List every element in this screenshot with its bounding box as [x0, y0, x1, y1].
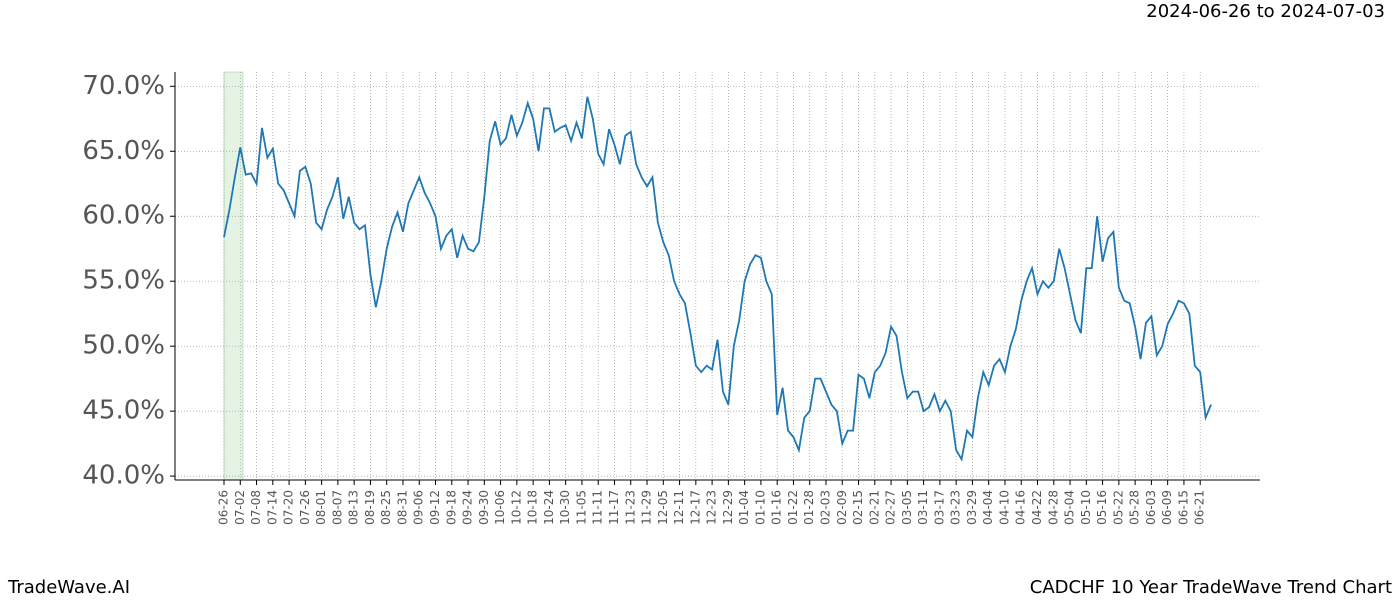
x-tick-label: 05-28	[1128, 490, 1142, 525]
x-tick-label: 01-16	[770, 490, 784, 525]
x-tick-label: 11-29	[640, 490, 654, 525]
x-tick-label: 02-27	[884, 490, 898, 525]
y-tick-label: 65.0%	[82, 136, 165, 166]
x-tick-label: 12-29	[721, 490, 735, 525]
x-tick-label: 05-16	[1095, 490, 1109, 525]
y-tick-label: 45.0%	[82, 396, 165, 426]
x-tick-label: 03-23	[949, 490, 963, 525]
x-tick-label: 09-24	[461, 490, 475, 525]
x-tick-label: 11-23	[623, 490, 637, 525]
x-tick-label: 02-03	[818, 490, 832, 525]
x-tick-label: 08-31	[395, 490, 409, 525]
x-tick-label: 06-15	[1176, 490, 1190, 525]
x-tick-label: 10-18	[526, 490, 540, 525]
x-tick-label: 05-10	[1079, 490, 1093, 525]
x-tick-label: 09-12	[428, 490, 442, 525]
x-tick-label: 09-18	[444, 490, 458, 525]
x-tick-label: 10-24	[542, 490, 556, 525]
x-tick-label: 02-15	[851, 490, 865, 525]
x-tick-label: 07-14	[265, 490, 279, 525]
x-tick-label: 02-09	[835, 490, 849, 525]
footer-right: CADCHF 10 Year TradeWave Trend Chart	[1030, 577, 1392, 598]
x-tick-label: 03-05	[900, 490, 914, 525]
x-tick-label: 04-16	[1014, 490, 1028, 525]
x-tick-label: 03-29	[965, 490, 979, 525]
y-tick-label: 60.0%	[82, 201, 165, 231]
x-tick-label: 12-23	[705, 490, 719, 525]
x-tick-label: 01-28	[802, 490, 816, 525]
x-tick-label: 06-21	[1193, 490, 1207, 525]
x-tick-label: 08-25	[379, 490, 393, 525]
x-tick-label: 04-04	[981, 490, 995, 525]
x-tick-label: 07-02	[233, 490, 247, 525]
x-tick-label: 07-08	[249, 490, 263, 525]
x-tick-label: 03-17	[932, 490, 946, 525]
y-tick-label: 70.0%	[82, 71, 165, 101]
line-series	[223, 96, 1212, 462]
x-tick-label: 07-20	[282, 490, 296, 525]
x-tick-label: 10-06	[493, 490, 507, 525]
x-tick-label: 05-22	[1111, 490, 1125, 525]
x-tick-label: 04-22	[1030, 490, 1044, 525]
x-tick-label: 11-17	[607, 490, 621, 525]
x-tick-label: 08-19	[363, 490, 377, 525]
x-tick-label: 12-17	[688, 490, 702, 525]
x-tick-label: 12-11	[672, 490, 686, 525]
x-tick-label: 11-11	[591, 490, 605, 525]
chart-title: 2024-06-26 to 2024-07-03	[1146, 1, 1385, 22]
x-tick-label: 10-30	[558, 490, 572, 525]
x-tick-label: 02-21	[867, 490, 881, 525]
x-tick-label: 12-05	[656, 490, 670, 525]
y-tick-label: 55.0%	[82, 266, 165, 296]
x-tick-label: 03-11	[916, 490, 930, 525]
y-tick-label: 40.0%	[82, 461, 165, 491]
x-tick-label: 10-12	[509, 490, 523, 525]
x-tick-label: 08-07	[330, 490, 344, 525]
x-tick-label: 01-10	[753, 490, 767, 525]
x-tick-label: 01-22	[786, 490, 800, 525]
x-tick-label: 04-10	[997, 490, 1011, 525]
x-tick-label: 04-28	[1046, 490, 1060, 525]
x-tick-label: 06-09	[1160, 490, 1174, 525]
x-tick-label: 06-26	[217, 490, 231, 525]
x-tick-label: 06-03	[1144, 490, 1158, 525]
x-tick-label: 07-26	[298, 490, 312, 525]
x-tick-label: 08-01	[314, 490, 328, 525]
x-tick-label: 09-06	[412, 490, 426, 525]
footer-left: TradeWave.AI	[7, 577, 130, 598]
x-tick-label: 11-05	[574, 490, 588, 525]
x-tick-label: 09-30	[477, 490, 491, 525]
x-tick-label: 05-04	[1063, 490, 1077, 525]
y-tick-label: 50.0%	[82, 331, 165, 361]
x-tick-label: 08-13	[347, 490, 361, 525]
x-tick-label: 01-04	[737, 490, 751, 525]
